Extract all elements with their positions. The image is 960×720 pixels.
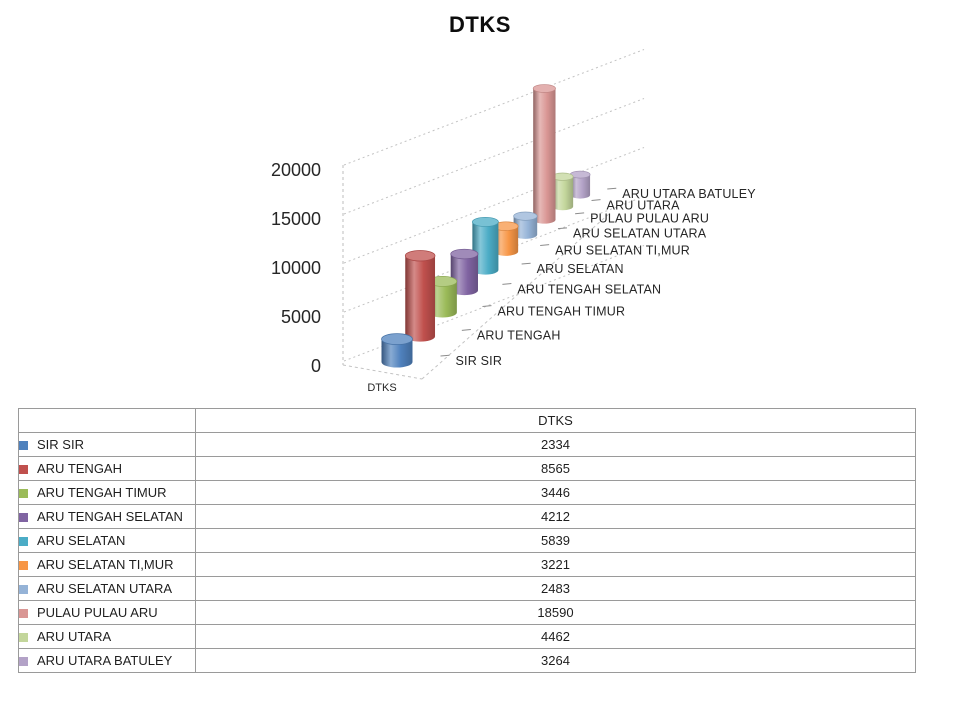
- cylinder: [427, 275, 458, 318]
- cylinder: [551, 172, 574, 211]
- legend-swatch-icon: [19, 585, 28, 594]
- cylinder: [532, 84, 556, 224]
- row-label: ARU UTARA: [37, 629, 112, 644]
- row-label-cell: ARU SELATAN: [18, 528, 196, 553]
- legend-swatch-icon: [19, 441, 28, 450]
- category-tick: [482, 305, 492, 307]
- table-header-blank: [18, 408, 196, 433]
- category-tick: [591, 199, 601, 201]
- legend-swatch-icon: [19, 609, 28, 618]
- table-row: ARU TENGAH SELATAN 4212: [18, 504, 916, 529]
- x-axis-series-label: DTKS: [367, 382, 396, 394]
- row-label-cell: ARU TENGAH: [18, 456, 196, 481]
- category-label: ARU SELATAN TI,MUR: [555, 243, 690, 257]
- category-label: ARU SELATAN: [537, 262, 624, 276]
- category-tick: [575, 212, 585, 215]
- category-label: ARU TENGAH SELATAN: [517, 282, 661, 296]
- category-label: SIR SIR: [456, 354, 503, 368]
- row-label: ARU SELATAN TI,MUR: [37, 557, 174, 572]
- cylinder: [404, 250, 436, 342]
- gridline: [343, 98, 645, 215]
- cylinder: [493, 221, 519, 256]
- row-label: ARU SELATAN UTARA: [37, 581, 173, 596]
- table-row: ARU TENGAH 8565: [18, 456, 916, 481]
- table-row: ARU UTARA 4462: [18, 624, 916, 649]
- row-label: ARU SELATAN: [37, 533, 126, 548]
- legend-swatch-icon: [19, 537, 28, 546]
- table-row: ARU TENGAH TIMUR 3446: [18, 480, 916, 505]
- gridline: [343, 147, 645, 264]
- category-label: ARU UTARA BATULEY: [622, 187, 756, 201]
- row-value: 2483: [195, 576, 916, 601]
- row-label-cell: ARU SELATAN UTARA: [18, 576, 196, 601]
- table-row: SIR SIR 2334: [18, 432, 916, 457]
- cylinder: [450, 248, 479, 296]
- table-header-value: DTKS: [195, 408, 916, 433]
- category-label: ARU TENGAH: [477, 328, 561, 342]
- cylinder: [513, 211, 538, 239]
- table-row: ARU SELATAN UTARA 2483: [18, 576, 916, 601]
- table-row: ARU SELATAN TI,MUR 3221: [18, 552, 916, 577]
- table-row: PULAU PULAU ARU 18590: [18, 600, 916, 625]
- table-header-row: DTKS: [18, 408, 916, 433]
- category-tick: [461, 329, 471, 331]
- row-label-cell: ARU UTARA: [18, 624, 196, 649]
- table-row: ARU UTARA BATULEY 3264: [18, 648, 916, 673]
- category-tick: [440, 354, 450, 357]
- row-value: 3221: [195, 552, 916, 577]
- category-tick: [607, 187, 617, 190]
- y-axis-tick-label: 15000: [271, 209, 321, 229]
- cylinder-3d-plot: 0 5000 10000 15000 20000 DTKS SIR SIR ARU TENGA…: [271, 49, 756, 394]
- category-tick: [521, 262, 531, 265]
- row-label-cell: SIR SIR: [18, 432, 196, 457]
- row-label: ARU TENGAH SELATAN: [37, 509, 183, 524]
- row-label: ARU UTARA BATULEY: [37, 653, 173, 668]
- y-axis-tick-label: 10000: [271, 258, 321, 278]
- row-value: 5839: [195, 528, 916, 553]
- y-axis-tick-label: 5000: [281, 307, 321, 327]
- row-label-cell: ARU UTARA BATULEY: [18, 648, 196, 673]
- legend-swatch-icon: [19, 465, 28, 474]
- category-label: ARU UTARA: [607, 198, 681, 212]
- category-label: ARU SELATAN UTARA: [573, 227, 707, 241]
- row-value: 2334: [195, 432, 916, 457]
- row-value: 4212: [195, 504, 916, 529]
- row-label-cell: PULAU PULAU ARU: [18, 600, 196, 625]
- legend-swatch-icon: [19, 513, 28, 522]
- gridline: [343, 49, 645, 166]
- row-label: SIR SIR: [37, 437, 84, 452]
- category-label: PULAU PULAU ARU: [590, 212, 709, 226]
- legend-swatch-icon: [19, 489, 28, 498]
- category-tick: [557, 227, 568, 230]
- row-label: ARU TENGAH: [37, 461, 122, 476]
- floor-front-edge: [342, 364, 423, 380]
- row-value: 3264: [195, 648, 916, 673]
- y-axis-tick-label: 20000: [271, 160, 321, 180]
- legend-swatch-icon: [19, 633, 28, 642]
- category-label: ARU TENGAH TIMUR: [497, 304, 625, 318]
- row-label-cell: ARU TENGAH SELATAN: [18, 504, 196, 529]
- row-value: 3446: [195, 480, 916, 505]
- chart-title: DTKS: [449, 12, 511, 37]
- row-label-cell: ARU TENGAH TIMUR: [18, 480, 196, 505]
- legend-swatch-icon: [19, 561, 28, 570]
- row-label: PULAU PULAU ARU: [37, 605, 158, 620]
- legend-swatch-icon: [19, 657, 28, 666]
- row-label-cell: ARU SELATAN TI,MUR: [18, 552, 196, 577]
- row-value: 18590: [195, 600, 916, 625]
- row-value: 4462: [195, 624, 916, 649]
- y-axis-tick-label: 0: [311, 356, 321, 376]
- category-tick: [502, 283, 512, 285]
- category-tick: [540, 244, 550, 246]
- cylinder: [569, 170, 591, 199]
- cylinder: [381, 333, 413, 368]
- gridline: [343, 245, 645, 362]
- row-value: 8565: [195, 456, 916, 481]
- row-label: ARU TENGAH TIMUR: [37, 485, 167, 500]
- chart-data-table: DTKS SIR SIR 2334 ARU TENGAH 8565 ARU TENGAH …: [18, 408, 916, 673]
- table-row: ARU SELATAN 5839: [18, 528, 916, 553]
- cylinder: [472, 216, 499, 275]
